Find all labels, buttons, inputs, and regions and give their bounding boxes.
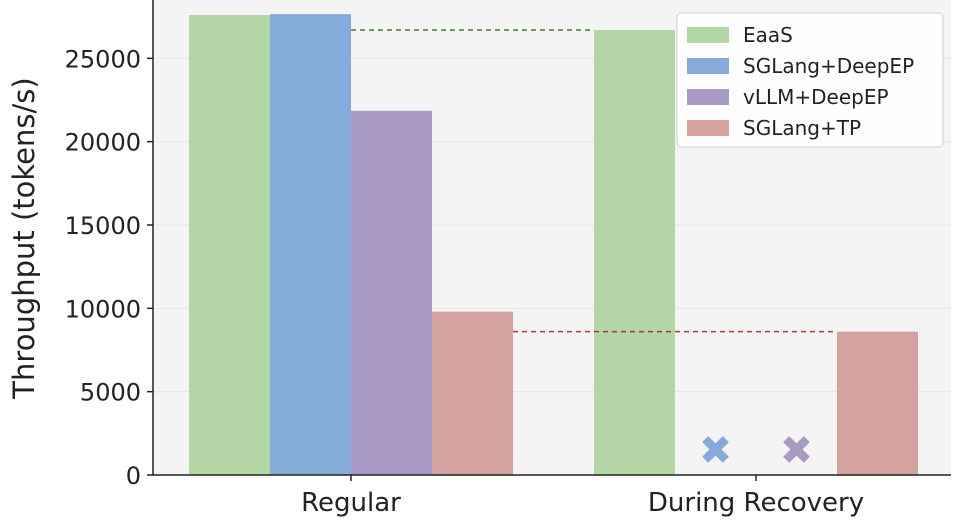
legend-swatch xyxy=(687,89,729,105)
legend-swatch xyxy=(687,27,729,43)
legend-swatch xyxy=(687,58,729,74)
failure-markers: ✖ ✖ xyxy=(699,428,814,474)
legend-label: EaaS xyxy=(743,23,793,47)
x-tick-label: Regular xyxy=(301,488,401,518)
bar-eaas xyxy=(594,30,675,475)
bar-eaas xyxy=(189,15,270,475)
legend-box xyxy=(676,12,944,148)
y-tick-label: 5000 xyxy=(80,379,141,407)
y-tick-label: 10000 xyxy=(65,295,141,323)
legend-label: SGLang+TP xyxy=(743,116,861,140)
bar-vllm-deepep xyxy=(351,110,432,475)
reference-lines xyxy=(351,29,837,333)
legend-label: SGLang+DeepEP xyxy=(743,54,914,78)
y-tick-label: 25000 xyxy=(65,45,141,73)
bar-sglang-tp xyxy=(837,331,918,475)
legend-label: vLLM+DeepEP xyxy=(743,85,889,109)
x-axis: Regular During Recovery xyxy=(153,474,951,518)
x-tick-label: During Recovery xyxy=(648,488,864,518)
bar-sglang-deepep xyxy=(270,14,351,476)
y-axis: 0 5000 10000 15000 20000 25000 xyxy=(65,0,154,490)
y-tick-label: 15000 xyxy=(65,212,141,240)
failure-marker-vllm-deepep: ✖ xyxy=(780,428,814,474)
bars xyxy=(189,14,918,476)
y-axis-label: Throughput (tokens/s) xyxy=(7,77,41,399)
bar-sglang-tp xyxy=(432,311,513,475)
legend: EaaS SGLang+DeepEP vLLM+DeepEP SGLang+TP xyxy=(676,12,944,148)
y-tick-label: 20000 xyxy=(65,129,141,157)
y-tick-label: 0 xyxy=(126,462,141,490)
legend-swatch xyxy=(687,120,729,136)
failure-marker-sglang-deepep: ✖ xyxy=(699,428,733,474)
